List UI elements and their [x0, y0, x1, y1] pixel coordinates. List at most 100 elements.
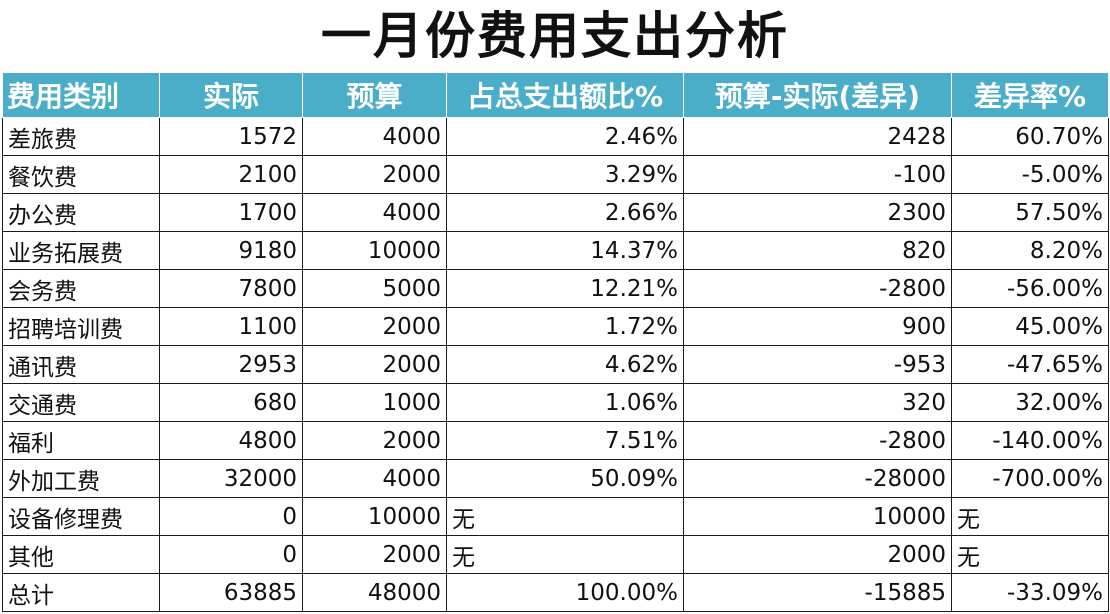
cell-difference[interactable]: -15885 [683, 573, 952, 612]
cell-actual[interactable]: 32000 [159, 459, 303, 498]
cell-rate[interactable]: 32.00% [951, 383, 1109, 422]
sheet-title: 一月份费用支出分析 [321, 6, 789, 65]
cell-rate[interactable]: -47.65% [951, 345, 1109, 384]
header-rate[interactable]: 差异率% [951, 72, 1109, 118]
table-row: 差旅费 1572 4000 2.46% 2428 60.70% [2, 117, 1109, 156]
cell-difference[interactable]: -953 [683, 345, 952, 384]
cell-category[interactable]: 办公费 [2, 193, 160, 232]
cell-category[interactable]: 其他 [2, 535, 160, 574]
table-row: 设备修理费 0 10000 无 10000 无 [2, 497, 1109, 536]
cell-share[interactable]: 12.21% [446, 269, 684, 308]
cell-difference[interactable]: 2300 [683, 193, 952, 232]
cell-actual[interactable]: 2100 [159, 155, 303, 194]
cell-rate[interactable]: -700.00% [951, 459, 1109, 498]
cell-category[interactable]: 总计 [2, 573, 160, 612]
cell-rate[interactable]: 8.20% [951, 231, 1109, 270]
cell-budget[interactable]: 4000 [302, 117, 447, 156]
cell-actual[interactable]: 9180 [159, 231, 303, 270]
cell-category[interactable]: 差旅费 [2, 117, 160, 156]
cell-actual[interactable]: 7800 [159, 269, 303, 308]
cell-difference[interactable]: -28000 [683, 459, 952, 498]
table-body: 差旅费 1572 4000 2.46% 2428 60.70% 餐饮费 2100 2000 3.2… [2, 117, 1109, 612]
cell-category[interactable]: 福利 [2, 421, 160, 460]
header-share[interactable]: 占总支出额比% [446, 72, 684, 118]
cell-budget[interactable]: 2000 [302, 155, 447, 194]
cell-rate[interactable]: 57.50% [951, 193, 1109, 232]
cell-difference[interactable]: -100 [683, 155, 952, 194]
cell-actual[interactable]: 1100 [159, 307, 303, 346]
cell-rate[interactable]: -140.00% [951, 421, 1109, 460]
cell-budget[interactable]: 4000 [302, 459, 447, 498]
cell-share[interactable]: 4.62% [446, 345, 684, 384]
cell-difference[interactable]: 320 [683, 383, 952, 422]
cell-category[interactable]: 餐饮费 [2, 155, 160, 194]
cell-category[interactable]: 招聘培训费 [2, 307, 160, 346]
table-row: 通讯费 2953 2000 4.62% -953 -47.65% [2, 345, 1109, 384]
cell-rate[interactable]: 无 [951, 535, 1109, 574]
cell-actual[interactable]: 63885 [159, 573, 303, 612]
cell-category[interactable]: 交通费 [2, 383, 160, 422]
cell-budget[interactable]: 48000 [302, 573, 447, 612]
cell-category[interactable]: 会务费 [2, 269, 160, 308]
table-row: 招聘培训费 1100 2000 1.72% 900 45.00% [2, 307, 1109, 346]
header-budget[interactable]: 预算 [302, 72, 447, 118]
cell-category[interactable]: 外加工费 [2, 459, 160, 498]
header-row: 费用类别 实际 预算 占总支出额比% 预算-实际(差异) 差异率% [2, 72, 1109, 118]
cell-category[interactable]: 通讯费 [2, 345, 160, 384]
table-row: 会务费 7800 5000 12.21% -2800 -56.00% [2, 269, 1109, 308]
cell-difference[interactable]: -2800 [683, 421, 952, 460]
cell-budget[interactable]: 2000 [302, 535, 447, 574]
expense-table: 费用类别 实际 预算 占总支出额比% 预算-实际(差异) 差异率% 差旅费 157… [2, 72, 1109, 612]
table-row: 外加工费 32000 4000 50.09% -28000 -700.00% [2, 459, 1109, 498]
cell-share[interactable]: 无 [446, 535, 684, 574]
cell-actual[interactable]: 1572 [159, 117, 303, 156]
cell-actual[interactable]: 0 [159, 497, 303, 536]
cell-rate[interactable]: 45.00% [951, 307, 1109, 346]
cell-difference[interactable]: 2000 [683, 535, 952, 574]
cell-rate[interactable]: 60.70% [951, 117, 1109, 156]
cell-share[interactable]: 1.72% [446, 307, 684, 346]
cell-budget[interactable]: 4000 [302, 193, 447, 232]
cell-difference[interactable]: 900 [683, 307, 952, 346]
cell-share[interactable]: 无 [446, 497, 684, 536]
cell-difference[interactable]: 10000 [683, 497, 952, 536]
table-row: 福利 4800 2000 7.51% -2800 -140.00% [2, 421, 1109, 460]
cell-budget[interactable]: 1000 [302, 383, 447, 422]
cell-budget[interactable]: 2000 [302, 421, 447, 460]
cell-difference[interactable]: 2428 [683, 117, 952, 156]
cell-share[interactable]: 2.66% [446, 193, 684, 232]
cell-actual[interactable]: 2953 [159, 345, 303, 384]
cell-share[interactable]: 100.00% [446, 573, 684, 612]
cell-category[interactable]: 设备修理费 [2, 497, 160, 536]
cell-actual[interactable]: 4800 [159, 421, 303, 460]
cell-difference[interactable]: -2800 [683, 269, 952, 308]
header-difference[interactable]: 预算-实际(差异) [683, 72, 952, 118]
header-category[interactable]: 费用类别 [2, 72, 160, 118]
table-row: 办公费 1700 4000 2.66% 2300 57.50% [2, 193, 1109, 232]
cell-share[interactable]: 2.46% [446, 117, 684, 156]
cell-budget[interactable]: 2000 [302, 345, 447, 384]
cell-actual[interactable]: 0 [159, 535, 303, 574]
table-row: 餐饮费 2100 2000 3.29% -100 -5.00% [2, 155, 1109, 194]
cell-budget[interactable]: 2000 [302, 307, 447, 346]
cell-rate[interactable]: -5.00% [951, 155, 1109, 194]
table-row: 业务拓展费 9180 10000 14.37% 820 8.20% [2, 231, 1109, 270]
cell-rate[interactable]: -33.09% [951, 573, 1109, 612]
cell-share[interactable]: 50.09% [446, 459, 684, 498]
cell-share[interactable]: 3.29% [446, 155, 684, 194]
cell-actual[interactable]: 1700 [159, 193, 303, 232]
cell-actual[interactable]: 680 [159, 383, 303, 422]
cell-budget[interactable]: 5000 [302, 269, 447, 308]
cell-budget[interactable]: 10000 [302, 497, 447, 536]
header-actual[interactable]: 实际 [159, 72, 303, 118]
cell-category[interactable]: 业务拓展费 [2, 231, 160, 270]
table-row: 交通费 680 1000 1.06% 320 32.00% [2, 383, 1109, 422]
cell-share[interactable]: 14.37% [446, 231, 684, 270]
cell-share[interactable]: 7.51% [446, 421, 684, 460]
table-row: 其他 0 2000 无 2000 无 [2, 535, 1109, 574]
cell-rate[interactable]: -56.00% [951, 269, 1109, 308]
cell-budget[interactable]: 10000 [302, 231, 447, 270]
cell-share[interactable]: 1.06% [446, 383, 684, 422]
cell-difference[interactable]: 820 [683, 231, 952, 270]
cell-rate[interactable]: 无 [951, 497, 1109, 536]
